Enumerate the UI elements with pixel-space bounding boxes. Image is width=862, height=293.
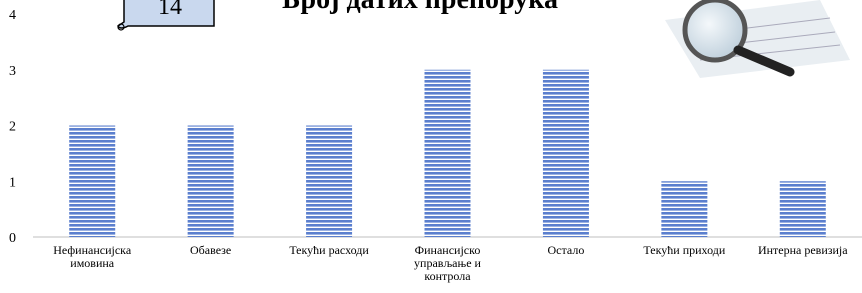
magnifier-image [665,0,850,78]
y-tick-label: 4 [9,8,16,23]
x-tick-label: Текући приходи [628,244,740,257]
page: 14 Број датих препорука 0 1 2 3 4 Нефинансиј… [0,0,862,293]
bar [188,126,234,238]
bar [69,126,115,238]
y-tick-label: 1 [9,175,16,190]
x-tick-label: Обавезе [155,244,267,257]
y-tick-label: 3 [9,64,16,79]
y-tick-label: 0 [9,231,16,246]
y-tick-label: 2 [9,120,16,135]
bar [306,126,352,238]
bar [543,70,589,237]
x-tick-label: Текући расходи [273,244,385,257]
x-tick-label: Финансијско управљање и контрола [392,244,504,283]
annotation: 14 [158,0,182,20]
x-tick-label: Интерна ревизија [747,244,859,257]
bar [780,181,826,237]
x-tick-label: Остало [510,244,622,257]
x-tick-label: Нефинансијска имовина [36,244,148,270]
bar [425,70,471,237]
chart-title: Број датих препорука [282,0,558,15]
bar [661,181,707,237]
